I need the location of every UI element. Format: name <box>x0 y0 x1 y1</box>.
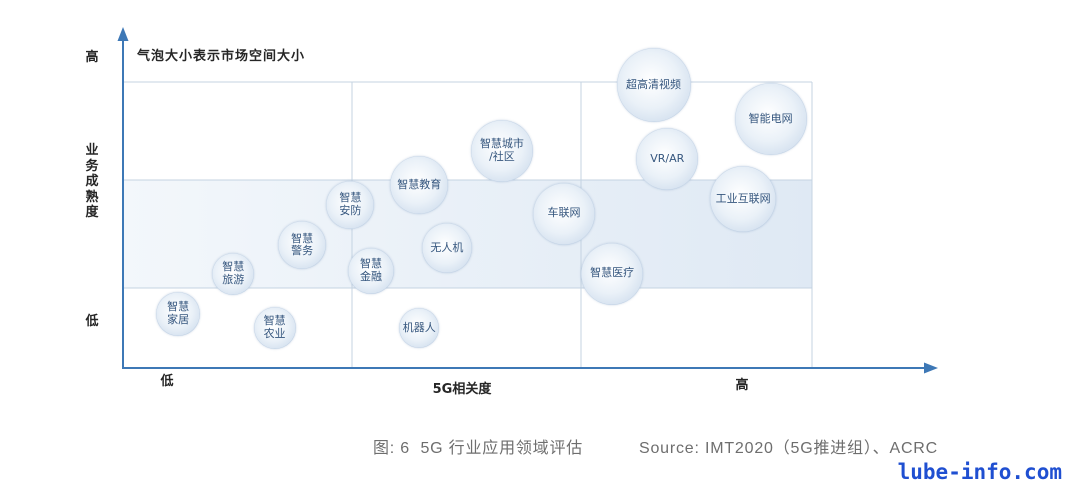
x-axis-title: 5G相关度 <box>432 382 492 397</box>
bubble-label: 智慧医疗 <box>590 266 635 280</box>
bubble-layer: 超高清视频 智能电网 VR/AR 工业互联网 智慧城市/社区 车联网 智慧医疗 智慧教育 智慧安… <box>156 47 807 349</box>
bubble-smart-security: 智慧 安防 <box>326 181 375 229</box>
bubble-smart-city-community: 智慧城市/社区 <box>470 119 533 182</box>
bubble-label: 智慧城市 <box>479 137 524 151</box>
bubble-label: 智慧 <box>167 300 190 314</box>
bubble-smart-finance: 智慧 金融 <box>347 247 395 294</box>
bubble-industrial-internet: 工业互联网 <box>710 166 777 233</box>
bubble-smart-tourism: 智慧 旅游 <box>212 252 255 295</box>
bubble-label: 智慧 <box>291 231 314 245</box>
x-axis-arrowhead <box>924 362 938 374</box>
bubble-label: 智慧 <box>263 314 286 328</box>
x-axis-low-label: 低 <box>160 374 174 389</box>
bubble-label: 机器人 <box>402 320 436 334</box>
bubble-connected-vehicles: 车联网 <box>533 182 595 245</box>
bubble-label: 超高清视频 <box>626 77 682 91</box>
bubble-label: 警务 <box>291 244 314 257</box>
bubble-smart-home: 智慧 家居 <box>156 291 200 336</box>
bubble-vr-ar: VR/AR <box>636 128 699 191</box>
bubble-label: 安防 <box>339 203 362 217</box>
bubble-label: 家居 <box>167 312 190 326</box>
bubble-label: 农业 <box>263 326 286 340</box>
bubble-label: 智慧教育 <box>397 177 442 191</box>
x-axis-high-label: 高 <box>735 378 749 393</box>
bubble-label: /社区 <box>489 149 515 163</box>
figure-caption: 图: 6 5G 行业应用领域评估 <box>373 440 584 457</box>
bubble-label: 智慧 <box>339 191 362 205</box>
site-watermark: lube-info.com <box>897 460 1062 484</box>
bubble-label: 智慧 <box>360 257 383 271</box>
bubble-label: 智能电网 <box>748 111 793 125</box>
bubble-label: VR/AR <box>650 151 685 165</box>
bubble-label: 车联网 <box>547 206 581 220</box>
bubble-label: 金融 <box>360 269 383 283</box>
bubble-size-note: 气泡大小表示市场空间大小 <box>137 49 306 64</box>
bubble-smart-education: 智慧教育 <box>390 156 449 214</box>
y-axis-arrowhead <box>117 27 129 41</box>
bubble-label: 智慧 <box>222 260 245 274</box>
bubble-label: 旅游 <box>222 272 245 286</box>
bubble-label: 工业互联网 <box>715 192 771 205</box>
bubble-smart-agriculture: 智慧 农业 <box>253 307 296 349</box>
source-caption: Source: IMT2020（5G推进组）、ACRC <box>639 440 939 457</box>
bubble-robot: 机器人 <box>399 308 440 348</box>
bubble-smart-policing: 智慧 警务 <box>278 221 327 269</box>
bubble-label: 无人机 <box>430 240 464 254</box>
bubble-smart-grid: 智能电网 <box>734 83 807 156</box>
bubble-ultra-hd-video: 超高清视频 <box>616 47 691 122</box>
y-axis-high-label: 高 <box>85 50 99 65</box>
y-axis-low-label: 低 <box>85 314 99 329</box>
bubble-drone: 无人机 <box>421 222 472 273</box>
bubble-smart-healthcare: 智慧医疗 <box>581 242 644 305</box>
y-axis-title: 业务成熟度 <box>85 143 99 220</box>
